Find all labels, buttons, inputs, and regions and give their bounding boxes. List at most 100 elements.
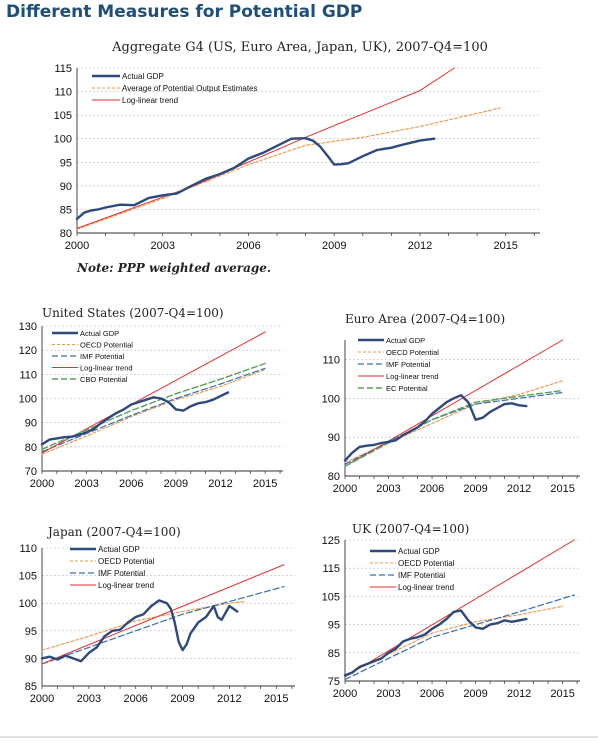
legend-label: OECD Potential [98,557,155,566]
x-tick-label: 2003 [376,483,400,495]
y-tick-label: 105 [322,591,340,603]
series-line-actual [75,136,436,221]
legend-label: IMF Potential [398,571,445,580]
series-line-oecd [41,368,266,455]
x-tick-label: 2009 [463,483,487,495]
series-line-imf [344,594,575,681]
x-tick-label: 2003 [77,693,101,705]
x-tick-label: 2015 [550,688,574,700]
legend-label: Log-linear trend [386,372,439,381]
legend-label: IMF Potential [80,352,125,361]
x-tick-label: 2006 [236,240,260,252]
x-tick-label: 2015 [493,240,517,252]
y-tick-label: 85 [25,681,37,693]
y-tick-label: 95 [328,620,340,632]
y-tick-label: 100 [19,598,37,610]
x-tick-label: 2003 [150,240,174,252]
chart-title: United States (2007-Q4=100) [42,306,224,320]
y-tick-label: 105 [19,571,37,583]
chart-title: Euro Area (2007-Q4=100) [345,312,505,326]
y-tick-label: 115 [54,63,72,75]
x-tick-label: 2009 [170,693,194,705]
x-tick-label: 2009 [463,688,487,700]
x-tick-label: 2000 [65,240,89,252]
y-tick-label: 80 [328,471,340,483]
series-line-average [76,107,501,230]
x-tick-label: 2015 [550,483,574,495]
y-tick-label: 110 [322,354,340,366]
legend-label: Actual GDP [398,547,440,556]
x-tick-label: 2006 [420,688,444,700]
series-line-loglinear [344,339,564,467]
y-tick-label: 105 [54,110,72,122]
y-tick-label: 100 [322,393,340,405]
bottom-divider [0,736,598,738]
y-tick-label: 115 [322,563,340,575]
series-line-loglinear [344,539,575,678]
legend-label: IMF Potential [386,360,431,369]
y-tick-label: 110 [54,87,72,99]
series-line-oecd [344,605,564,676]
series-line-imf [41,367,266,453]
x-tick-label: 2015 [264,693,288,705]
legend-label: Actual GDP [122,72,164,81]
chart-us: United States (2007-Q4=100) 70 80 90 100 110 1… [19,306,283,490]
y-tick-label: 80 [60,228,72,240]
y-tick-label: 85 [328,648,340,660]
y-tick-label: 110 [19,543,37,555]
series-line-imf [41,585,285,665]
x-tick-label: 2012 [208,478,232,490]
series-line-ec [344,389,564,467]
legend-label: Log-linear trend [80,364,133,373]
x-tick-label: 2015 [253,478,277,490]
y-tick-label: 90 [25,653,37,665]
series-line-actual [40,391,230,446]
x-tick-label: 2012 [408,240,432,252]
series-line-actual [40,599,239,663]
x-tick-label: 2006 [123,693,147,705]
series-line-loglinear [41,564,285,665]
y-tick-label: 120 [19,345,37,357]
x-tick-label: 2003 [376,688,400,700]
chart-g4: Aggregate G4 (US, Euro Area, Japan, UK),… [54,40,540,275]
series-line-oecd [344,380,564,463]
page-title: Different Measures for Potential GDP [6,2,363,22]
legend-label: OECD Potential [386,348,439,357]
series-line-actual [343,609,528,677]
legend-label: Log-linear trend [98,581,154,590]
legend-label: OECD Potential [80,341,133,350]
legend-label: Log-linear trend [398,583,454,592]
x-tick-label: 2012 [507,483,531,495]
legend-label: IMF Potential [98,569,145,578]
x-tick-label: 2000 [333,688,357,700]
x-tick-label: 2009 [322,240,346,252]
x-tick-label: 2003 [74,478,98,490]
chart-ea: Euro Area (2007-Q4=100) 80 90 100 110 2000 200… [322,312,580,495]
legend-label: Actual GDP [80,329,119,338]
x-tick-label: 2012 [217,693,241,705]
legend-label: CBO Potential [80,375,128,384]
y-tick-label: 80 [25,442,37,454]
y-tick-label: 95 [60,157,72,169]
y-tick-label: 95 [25,626,37,638]
y-tick-label: 125 [322,535,340,547]
y-tick-label: 90 [25,418,37,430]
x-tick-label: 2012 [507,688,531,700]
chart-title: Japan (2007-Q4=100) [46,525,181,539]
x-tick-label: 2009 [164,478,188,490]
y-tick-label: 100 [54,134,72,146]
x-tick-label: 2000 [30,478,54,490]
x-tick-label: 2006 [119,478,143,490]
chart-uk: UK (2007-Q4=100) 75 85 95 105 115 125 2000 2003 2… [322,522,580,700]
legend-label: OECD Potential [398,559,455,568]
x-tick-label: 2000 [30,693,54,705]
y-tick-label: 75 [328,676,340,688]
y-tick-label: 90 [60,181,72,193]
chart-title: Aggregate G4 (US, Euro Area, Japan, UK),… [111,40,488,55]
chart-title: UK (2007-Q4=100) [352,522,469,536]
y-tick-label: 90 [328,432,340,444]
y-tick-label: 130 [19,321,37,333]
series-line-actual [343,394,528,462]
y-tick-label: 100 [19,394,37,406]
y-tick-label: 70 [25,466,37,478]
